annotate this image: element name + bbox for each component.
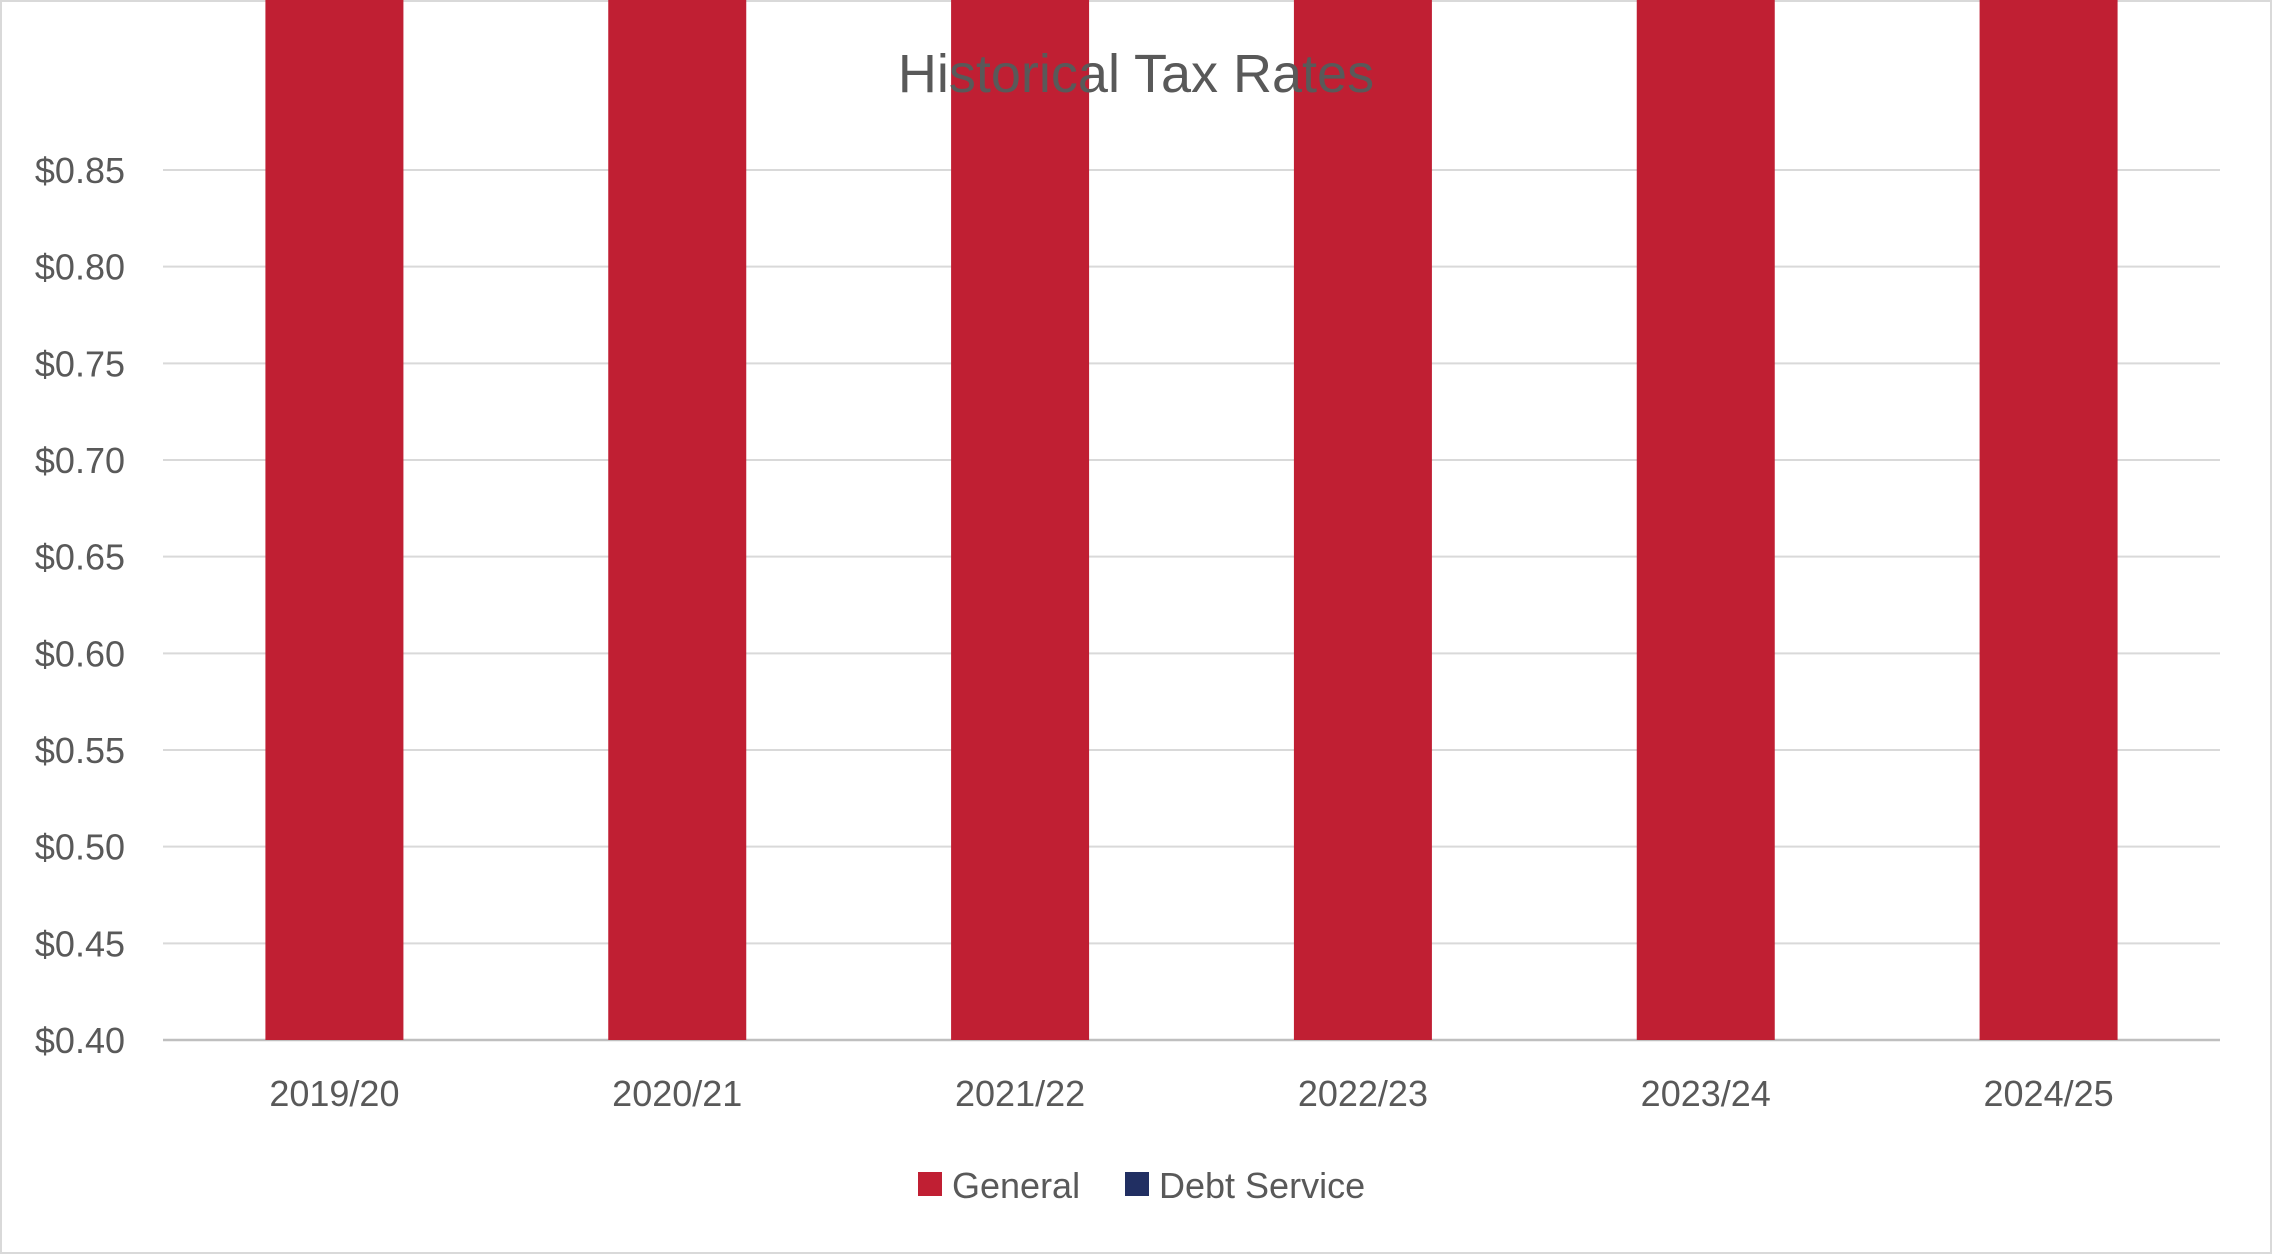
x-tick-label: 2023/24 — [1641, 1073, 1771, 1114]
bar-general-2022-23 — [1293, 0, 1432, 1041]
y-tick-label: $0.85 — [35, 150, 125, 191]
x-tick-label: 2019/20 — [269, 1073, 399, 1114]
y-tick-label: $0.50 — [35, 827, 125, 868]
y-tick-label: $0.65 — [35, 537, 125, 578]
y-tick-label: $0.40 — [35, 1020, 125, 1061]
bar-general-2024-25 — [1979, 0, 2118, 1040]
bar-general-2020-21 — [608, 0, 747, 1040]
y-tick-label: $0.75 — [35, 343, 125, 384]
y-tick-label: $0.60 — [35, 633, 125, 674]
legend-swatch-debt-service — [1125, 1172, 1149, 1196]
y-tick-label: $0.70 — [35, 440, 125, 481]
y-tick-label: $0.80 — [35, 247, 125, 288]
chart-title: Historical Tax Rates — [898, 44, 1374, 104]
x-tick-label: 2020/21 — [612, 1073, 742, 1114]
x-tick-label: 2022/23 — [1298, 1073, 1428, 1114]
legend-label-general: General — [952, 1165, 1080, 1206]
legend-swatch-general — [918, 1172, 942, 1196]
bar-general-2021-22 — [951, 0, 1090, 1040]
y-tick-label: $0.55 — [35, 730, 125, 771]
legend: General Debt Service — [918, 1165, 1365, 1206]
y-tick-label: $0.45 — [35, 923, 125, 964]
x-tick-label: 2021/22 — [955, 1073, 1085, 1114]
gridlines — [163, 169, 2220, 1042]
x-tick-label: 2024/25 — [1984, 1073, 2114, 1114]
axes: $0.40 $0.45 $0.50 $0.55 $0.60 $0.65 $0.70 $0.75… — [35, 150, 2114, 1114]
legend-label-debt-service: Debt Service — [1159, 1165, 1365, 1206]
bar-general-2023-24 — [1636, 0, 1775, 1041]
bars — [265, 0, 2118, 1041]
bar-general-2019-20 — [265, 0, 404, 1040]
